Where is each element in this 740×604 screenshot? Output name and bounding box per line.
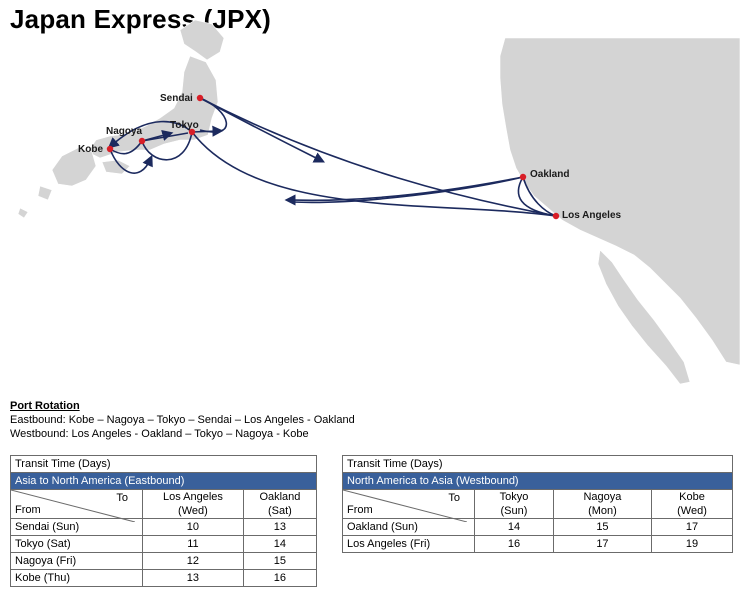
column-header: Kobe (Wed) <box>650 489 734 519</box>
table-title: Transit Time (Days) <box>10 455 317 473</box>
port-label-tokyo: Tokyo <box>170 120 199 131</box>
column-header: Oakland (Sat) <box>242 489 318 519</box>
table-row: Los Angeles (Fri) 16 17 19 <box>342 535 734 553</box>
to-label: To <box>448 492 460 504</box>
port-dot-los-angeles <box>552 212 560 220</box>
table-subtitle: Asia to North America (Eastbound) <box>10 472 317 490</box>
to-label: To <box>116 492 128 504</box>
port-label-nagoya: Nagoya <box>106 126 143 137</box>
port-label-kobe: Kobe <box>78 144 103 155</box>
from-label: From <box>15 504 41 516</box>
table-row: Tokyo (Sat) 11 14 <box>10 535 318 553</box>
port-dot-nagoya <box>138 137 146 145</box>
port-dot-tokyo <box>188 128 196 136</box>
port-rotation-heading: Port Rotation <box>10 400 80 412</box>
to-from-header: To From <box>10 489 143 522</box>
port-label-los-angeles: Los Angeles <box>562 210 622 221</box>
port-dot-sendai <box>196 94 204 102</box>
eastbound-rotation: Eastbound: Kobe – Nagoya – Tokyo – Senda… <box>10 414 355 426</box>
japan-landmass <box>17 19 225 219</box>
eastbound-transit-table: Transit Time (Days) Asia to North Americ… <box>10 455 318 587</box>
port-label-oakland: Oakland <box>530 169 569 180</box>
table-row: Kobe (Thu) 13 16 <box>10 569 318 587</box>
column-header: Los Angeles (Wed) <box>142 489 244 519</box>
table-subtitle: North America to Asia (Westbound) <box>342 472 733 490</box>
from-label: From <box>347 504 373 516</box>
westbound-rotation: Westbound: Los Angeles - Oakland – Tokyo… <box>10 428 309 440</box>
westbound-transit-table: Transit Time (Days) North America to Asi… <box>342 455 734 553</box>
column-header: Nagoya (Mon) <box>552 489 652 519</box>
column-header: Tokyo (Sun) <box>474 489 554 519</box>
to-from-header: To From <box>342 489 475 522</box>
port-dot-oakland <box>519 173 527 181</box>
port-label-sendai: Sendai <box>160 93 193 104</box>
north-america-landmass <box>499 37 740 385</box>
table-title: Transit Time (Days) <box>342 455 733 473</box>
port-rotation: Port Rotation Eastbound: Kobe – Nagoya –… <box>10 399 355 441</box>
page-title: Japan Express (JPX) <box>10 4 272 34</box>
port-dot-kobe <box>106 145 114 153</box>
table-row: Nagoya (Fri) 12 15 <box>10 552 318 570</box>
route-map: Sendai Nagoya Tokyo Kobe Oakland Los Ang… <box>17 19 740 385</box>
shipping-routes <box>107 97 557 217</box>
